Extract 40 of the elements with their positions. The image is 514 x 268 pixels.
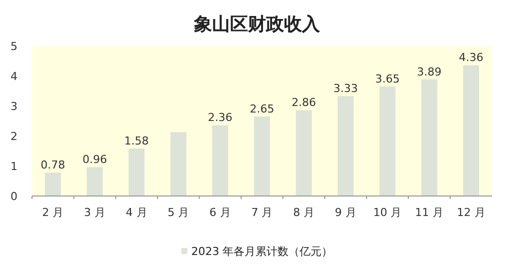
data-label: 4.36 [458, 51, 484, 64]
x-tick-label: 8 月 [293, 206, 315, 219]
data-label: 2.36 [208, 111, 232, 124]
data-label: 2.65 [250, 102, 274, 116]
data-label: 3.65 [375, 72, 400, 86]
y-tick-label: 2 [10, 130, 18, 143]
bar [463, 65, 480, 196]
x-tick-label: 6 月 [209, 206, 231, 219]
bar [296, 110, 312, 196]
data-label: 3.33 [333, 82, 358, 96]
bar [212, 125, 228, 196]
bar [44, 172, 61, 196]
x-tick-label: 10 月 [373, 206, 402, 219]
x-tick-label: 11 月 [415, 206, 444, 219]
data-label: 2.86 [292, 96, 316, 110]
bar [128, 148, 145, 196]
bar [338, 96, 354, 196]
y-tick-label: 3 [10, 100, 18, 113]
bar [379, 86, 396, 196]
bar [86, 167, 103, 196]
x-tick-label: 12 月 [456, 206, 486, 219]
data-label: 0.96 [82, 153, 107, 166]
chart-title: 象山区财政收入 [193, 14, 321, 35]
y-tick-label: 4 [10, 70, 18, 83]
y-tick-label: 1 [10, 160, 18, 173]
x-tick-label: 2 月 [42, 206, 64, 219]
x-tick-label: 7 月 [251, 206, 273, 219]
legend-label: 2023 年各月累计数（亿元） [191, 245, 333, 258]
bar [254, 116, 270, 196]
data-label: 1.58 [124, 134, 149, 148]
y-tick-label: 5 [10, 40, 18, 53]
bar [421, 79, 438, 196]
data-label: 0.78 [40, 158, 66, 172]
y-tick-label: 0 [10, 190, 18, 203]
x-tick-label: 4 月 [126, 206, 148, 219]
x-tick-label: 9 月 [334, 206, 356, 219]
x-tick-label: 5 月 [168, 206, 190, 219]
bar [170, 132, 186, 196]
x-tick-label: 3 月 [84, 206, 106, 219]
data-label: 3.89 [417, 65, 442, 78]
